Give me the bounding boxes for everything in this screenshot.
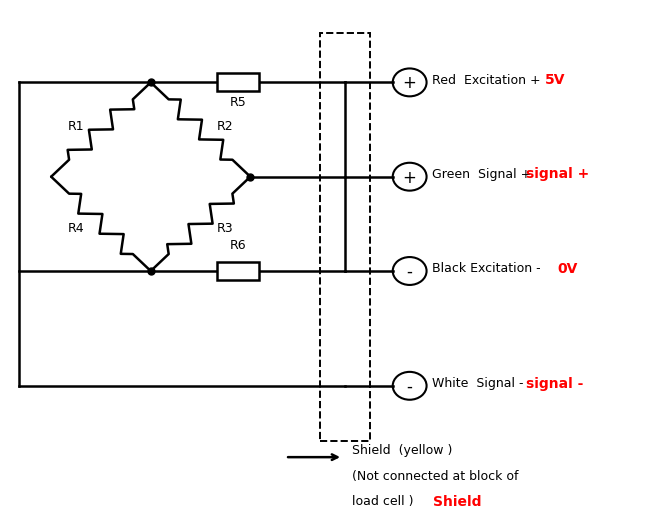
Text: Shield  (yellow ): Shield (yellow ) — [352, 443, 452, 457]
Text: signal +: signal + — [526, 167, 589, 181]
Text: load cell ): load cell ) — [352, 494, 421, 507]
Text: R3: R3 — [217, 222, 234, 235]
Text: Green  Signal +: Green Signal + — [432, 167, 531, 181]
Text: -: - — [407, 377, 413, 395]
Bar — [320, 34, 370, 441]
Text: White  Signal -: White Signal - — [432, 376, 523, 389]
Text: Black Excitation -: Black Excitation - — [432, 262, 548, 275]
Text: 0V: 0V — [557, 261, 578, 275]
Text: Shield: Shield — [434, 494, 482, 507]
Text: R2: R2 — [217, 120, 234, 133]
Text: -: - — [407, 263, 413, 280]
Text: +: + — [403, 74, 417, 92]
Text: R5: R5 — [230, 96, 247, 109]
Text: +: + — [403, 168, 417, 186]
Text: signal -: signal - — [526, 376, 583, 390]
Text: Red  Excitation +: Red Excitation + — [432, 73, 544, 87]
Text: (Not connected at block of: (Not connected at block of — [352, 469, 518, 482]
Text: R4: R4 — [67, 222, 84, 235]
Bar — [217, 74, 259, 92]
Bar — [217, 263, 259, 280]
Text: R6: R6 — [230, 239, 247, 251]
Text: 5V: 5V — [544, 73, 565, 87]
Text: R1: R1 — [67, 120, 84, 133]
